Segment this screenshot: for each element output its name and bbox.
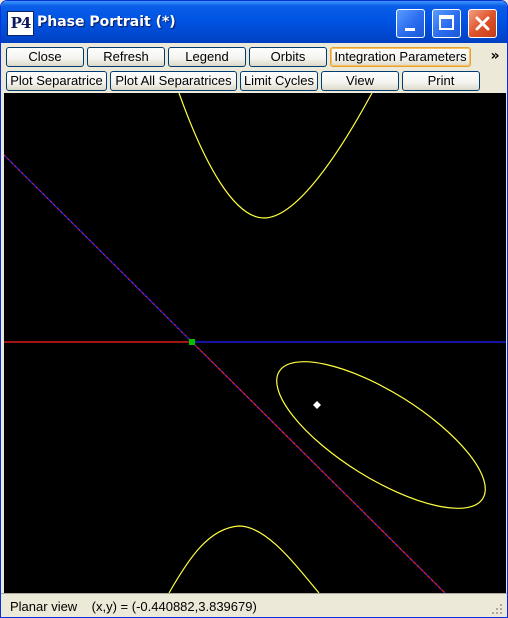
coords-label: (x,y) =: [91, 599, 129, 614]
maximize-icon: [439, 15, 454, 30]
stable-separatrix-diagonal: [4, 154, 193, 343]
close-window-button[interactable]: [468, 9, 497, 38]
limit-cycle: [276, 361, 486, 509]
orbit-top: [178, 93, 373, 219]
orbit-bottom: [168, 525, 320, 593]
close-icon: [475, 16, 490, 31]
minimize-icon: [405, 28, 415, 31]
print-button[interactable]: Print: [402, 71, 480, 91]
title-bar[interactable]: P4 Phase Portrait (*): [1, 1, 507, 43]
view-mode-label: Planar view: [10, 599, 78, 614]
coords-value: (-0.440882,3.839679): [131, 599, 257, 614]
status-bar: Planar view (x,y) = (-0.440882,3.839679): [1, 593, 507, 617]
limit-cycles-button[interactable]: Limit Cycles: [240, 71, 318, 91]
saddle-point-marker: [189, 339, 195, 345]
window-title: Phase Portrait (*): [37, 14, 176, 30]
plot-all-separatrices-button[interactable]: Plot All Separatrices: [110, 71, 237, 91]
integration-parameters-button[interactable]: Integration Parameters: [330, 47, 471, 67]
view-button[interactable]: View: [321, 71, 399, 91]
maximize-button[interactable]: [432, 9, 461, 38]
critical-point-marker: [313, 401, 321, 409]
close-button[interactable]: Close: [6, 47, 84, 67]
app-icon: P4: [7, 11, 34, 36]
status-text: Planar view (x,y) = (-0.440882,3.839679): [10, 599, 257, 614]
plot-separatrice-button[interactable]: Plot Separatrice: [6, 71, 107, 91]
orbits-button[interactable]: Orbits: [249, 47, 327, 67]
phase-portrait-plot: [4, 93, 506, 593]
refresh-button[interactable]: Refresh: [87, 47, 165, 67]
legend-button[interactable]: Legend: [168, 47, 246, 67]
toolbar-overflow-button[interactable]: »: [490, 48, 500, 64]
minimize-button[interactable]: [396, 9, 425, 38]
phase-portrait-canvas[interactable]: [4, 93, 506, 593]
resize-grip-icon[interactable]: [491, 603, 503, 615]
unstable-separatrix-diagonal-lower: [191, 341, 446, 593]
